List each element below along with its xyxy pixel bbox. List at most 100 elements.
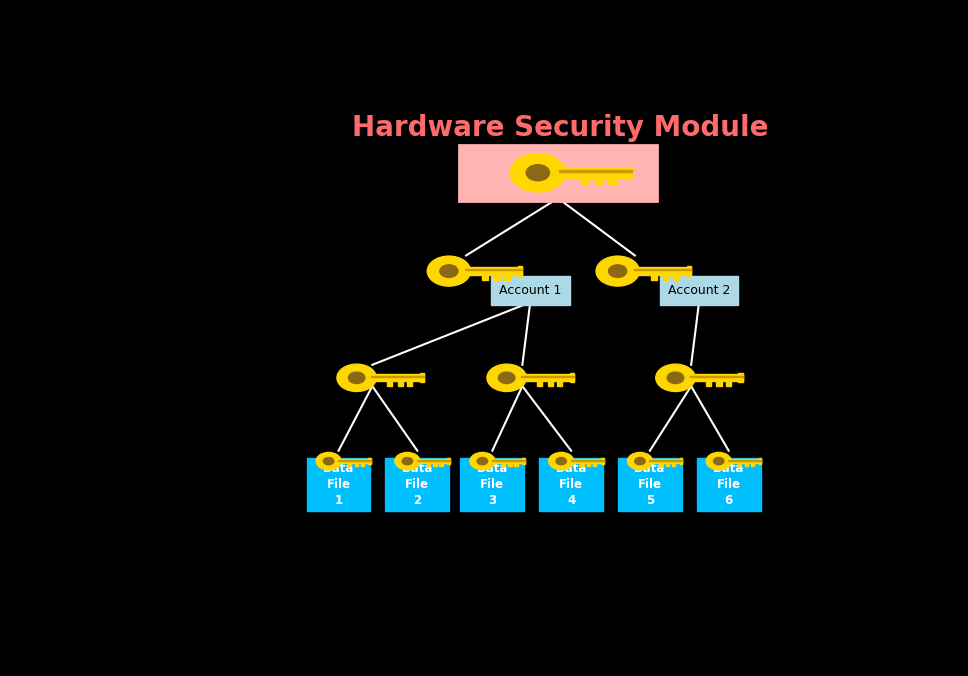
Bar (372, 376, 424, 377)
Circle shape (477, 458, 488, 464)
Bar (728, 459, 761, 463)
FancyBboxPatch shape (697, 458, 761, 510)
Circle shape (635, 458, 646, 464)
Bar (482, 275, 488, 280)
Bar (419, 373, 424, 382)
Bar (634, 268, 691, 275)
Bar (570, 459, 604, 463)
Bar (673, 275, 679, 280)
Bar (523, 458, 525, 464)
Bar (706, 381, 711, 386)
Bar (522, 375, 574, 381)
Text: Data
File
3: Data File 3 (476, 462, 508, 507)
Bar (417, 459, 450, 463)
Bar (518, 266, 523, 276)
Bar (407, 381, 412, 386)
Bar (593, 463, 596, 466)
Bar (398, 381, 403, 386)
Bar (360, 463, 364, 466)
Bar (726, 381, 731, 386)
Circle shape (402, 458, 412, 464)
Bar (738, 463, 741, 466)
Text: Data
File
6: Data File 6 (713, 462, 744, 507)
Bar (348, 463, 351, 466)
Bar (559, 168, 632, 178)
Text: Account 2: Account 2 (668, 284, 730, 297)
Bar (759, 458, 761, 464)
FancyBboxPatch shape (491, 276, 569, 305)
Bar (588, 463, 590, 466)
Text: Data
File
2: Data File 2 (402, 462, 433, 507)
Bar (548, 381, 553, 386)
Bar (609, 178, 616, 185)
Text: Data
File
5: Data File 5 (634, 462, 666, 507)
Circle shape (527, 165, 550, 180)
Bar (369, 458, 371, 464)
FancyBboxPatch shape (459, 145, 657, 201)
Bar (522, 376, 574, 377)
Bar (569, 373, 574, 382)
Circle shape (323, 458, 334, 464)
Circle shape (556, 458, 566, 464)
Bar (626, 166, 632, 179)
FancyBboxPatch shape (461, 458, 525, 510)
Bar (581, 463, 584, 466)
Bar (659, 463, 662, 466)
Bar (601, 458, 604, 464)
Bar (504, 275, 510, 280)
FancyBboxPatch shape (618, 458, 681, 510)
Bar (651, 275, 657, 280)
Bar (447, 458, 450, 464)
Circle shape (337, 364, 377, 391)
Bar (372, 375, 424, 381)
Circle shape (596, 256, 639, 286)
Bar (465, 268, 523, 275)
Text: Hardware Security Module: Hardware Security Module (351, 114, 769, 142)
Bar (537, 381, 542, 386)
Bar (686, 266, 691, 276)
Bar (559, 170, 632, 172)
Circle shape (499, 372, 515, 383)
Bar (439, 463, 442, 466)
FancyBboxPatch shape (659, 276, 739, 305)
Circle shape (707, 452, 731, 470)
Text: Account 1: Account 1 (499, 284, 561, 297)
Bar (465, 269, 523, 270)
Bar (662, 275, 668, 280)
Circle shape (348, 372, 365, 383)
Circle shape (627, 452, 652, 470)
Circle shape (487, 364, 527, 391)
FancyBboxPatch shape (385, 458, 449, 510)
Bar (581, 178, 588, 185)
Bar (494, 275, 499, 280)
Bar (650, 459, 682, 463)
Circle shape (510, 153, 565, 192)
Bar (427, 463, 430, 466)
Circle shape (439, 265, 458, 277)
Circle shape (609, 265, 626, 277)
Circle shape (655, 364, 695, 391)
Bar (672, 463, 675, 466)
Bar (508, 463, 512, 466)
Circle shape (395, 452, 420, 470)
Bar (739, 373, 742, 382)
Bar (634, 269, 691, 270)
Circle shape (713, 458, 724, 464)
Bar (338, 459, 371, 463)
Bar (387, 381, 392, 386)
Text: Data
File
4: Data File 4 (556, 462, 587, 507)
Bar (690, 376, 742, 377)
Bar (354, 463, 358, 466)
Bar (595, 178, 602, 185)
Bar (716, 381, 721, 386)
Bar (750, 463, 754, 466)
Text: Data
File
1: Data File 1 (323, 462, 354, 507)
Circle shape (667, 372, 683, 383)
FancyBboxPatch shape (539, 458, 603, 510)
Bar (680, 458, 682, 464)
Bar (501, 463, 505, 466)
Circle shape (549, 452, 574, 470)
Bar (434, 463, 437, 466)
Bar (492, 459, 525, 463)
Circle shape (427, 256, 470, 286)
